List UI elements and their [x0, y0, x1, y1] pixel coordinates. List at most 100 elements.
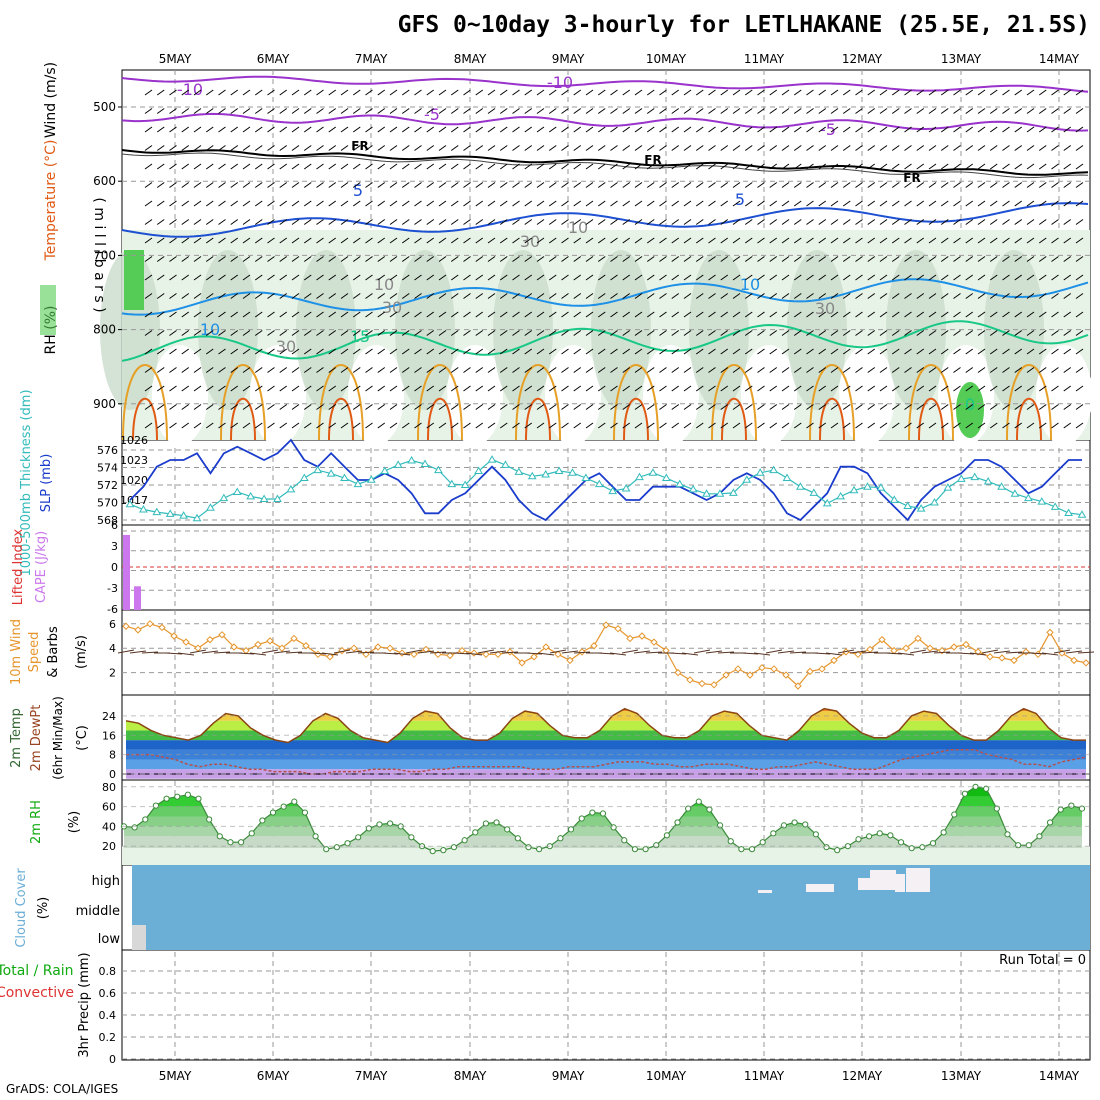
- rh-marker: [1057, 806, 1064, 813]
- wind-barb: [389, 145, 398, 151]
- wind-barb: [401, 256, 410, 262]
- wind-barb: [720, 163, 729, 170]
- wind-barb: [267, 237, 275, 244]
- wind-barb: [867, 108, 876, 114]
- wind-barb: [548, 89, 557, 96]
- wind-barb: [732, 274, 741, 281]
- wind-barb: [365, 145, 373, 151]
- wind-barb: [757, 163, 765, 170]
- wind-barb: [646, 89, 655, 96]
- wind-barb: [891, 182, 900, 188]
- date-label-top: 8MAY: [454, 52, 487, 66]
- wind-barb: [646, 385, 655, 392]
- wind-barb: [193, 237, 202, 244]
- wind-barb: [352, 274, 361, 281]
- wind-barb: [1051, 274, 1059, 281]
- wind-barb: [561, 330, 569, 336]
- wind-barb: [156, 293, 165, 299]
- wind-barb: [303, 293, 312, 299]
- rh-marker: [1078, 805, 1086, 812]
- temp-band: [126, 740, 1086, 750]
- temp-contour-25: [230, 397, 256, 441]
- wind-barb: [940, 182, 949, 188]
- wind-barb: [965, 182, 974, 188]
- wind-barb: [744, 219, 753, 225]
- wind-barb: [855, 163, 863, 170]
- thickness-marker: [796, 482, 805, 490]
- wind-barb: [757, 237, 765, 244]
- wind-barb: [806, 422, 814, 429]
- wind-barb: [622, 311, 631, 318]
- wind-barb: [328, 89, 337, 96]
- wind-barb: [169, 163, 177, 170]
- wind-barb: [610, 219, 618, 225]
- wind-barb: [1063, 422, 1072, 429]
- wind-barb: [940, 89, 949, 96]
- rh-marker: [429, 848, 436, 855]
- wind-barb: [855, 219, 863, 225]
- wind-barb: [928, 126, 937, 133]
- wind-barb: [769, 256, 778, 262]
- wind-barb-10m: [237, 652, 255, 655]
- wind-barb: [524, 145, 533, 151]
- wind-barb: [916, 404, 925, 410]
- wind-barb: [806, 145, 814, 151]
- wind-barb: [328, 237, 337, 244]
- pressure-tick-label: 700: [93, 248, 116, 262]
- wind-barb: [989, 293, 998, 299]
- wind-barb: [769, 404, 778, 410]
- rh-marker: [1036, 833, 1043, 840]
- wind-barb: [340, 108, 349, 114]
- wind-barb: [1075, 256, 1084, 262]
- wind-barb: [156, 385, 165, 392]
- wind-barb: [548, 348, 557, 355]
- wind-barb: [646, 237, 655, 244]
- ylabel-rh-line1: 2m RH: [29, 800, 44, 844]
- rh-marker: [216, 833, 223, 840]
- wind-barb: [1014, 108, 1023, 114]
- temp-tick-label: 16: [102, 729, 116, 742]
- pressure-tick-label: 600: [93, 174, 116, 188]
- wind-barb: [1014, 145, 1023, 151]
- wind-barb: [524, 404, 533, 410]
- wind-barb: [144, 293, 153, 299]
- wind-barb: [732, 293, 741, 299]
- wind-barb: [879, 274, 888, 281]
- wind-barb: [267, 219, 275, 225]
- wind-barb: [720, 145, 729, 151]
- wind-barb: [1038, 108, 1047, 114]
- wind-barb: [879, 182, 888, 188]
- wind-barb: [1063, 237, 1072, 244]
- wind-barb: [585, 108, 594, 114]
- wind-barb: [144, 274, 153, 281]
- temp-tick-label: 24: [102, 710, 116, 723]
- wind-barb: [218, 422, 226, 429]
- wind-barb-10m: [429, 651, 447, 654]
- wind-barb: [1038, 422, 1047, 429]
- wind-barb: [1014, 237, 1023, 244]
- wind-barb: [1051, 385, 1059, 392]
- wind-barb: [585, 237, 594, 244]
- wind-barb: [316, 330, 324, 336]
- rh-marker: [312, 833, 319, 840]
- wind-barb: [977, 219, 986, 225]
- wind-barb: [683, 108, 692, 114]
- wind-barb: [659, 422, 667, 429]
- wind-barb: [1038, 293, 1047, 299]
- wind-barb: [414, 404, 422, 410]
- wind-barb: [561, 422, 569, 429]
- wind-barb: [561, 385, 569, 392]
- wind-barb-10m: [309, 652, 327, 655]
- wind-barb: [1038, 330, 1047, 336]
- wind-barb: [536, 182, 545, 188]
- ylabel-wind-line4: (m/s): [74, 635, 89, 669]
- wind-barb: [757, 126, 765, 133]
- wind-barb: [401, 108, 410, 114]
- wind-barb: [695, 182, 704, 188]
- wind-barb: [328, 145, 337, 151]
- wind-barb: [536, 200, 545, 207]
- thickness-marker: [380, 466, 390, 474]
- wind-barb: [695, 219, 704, 225]
- cloud-low-block: [132, 925, 146, 950]
- wind-barb: [867, 274, 876, 281]
